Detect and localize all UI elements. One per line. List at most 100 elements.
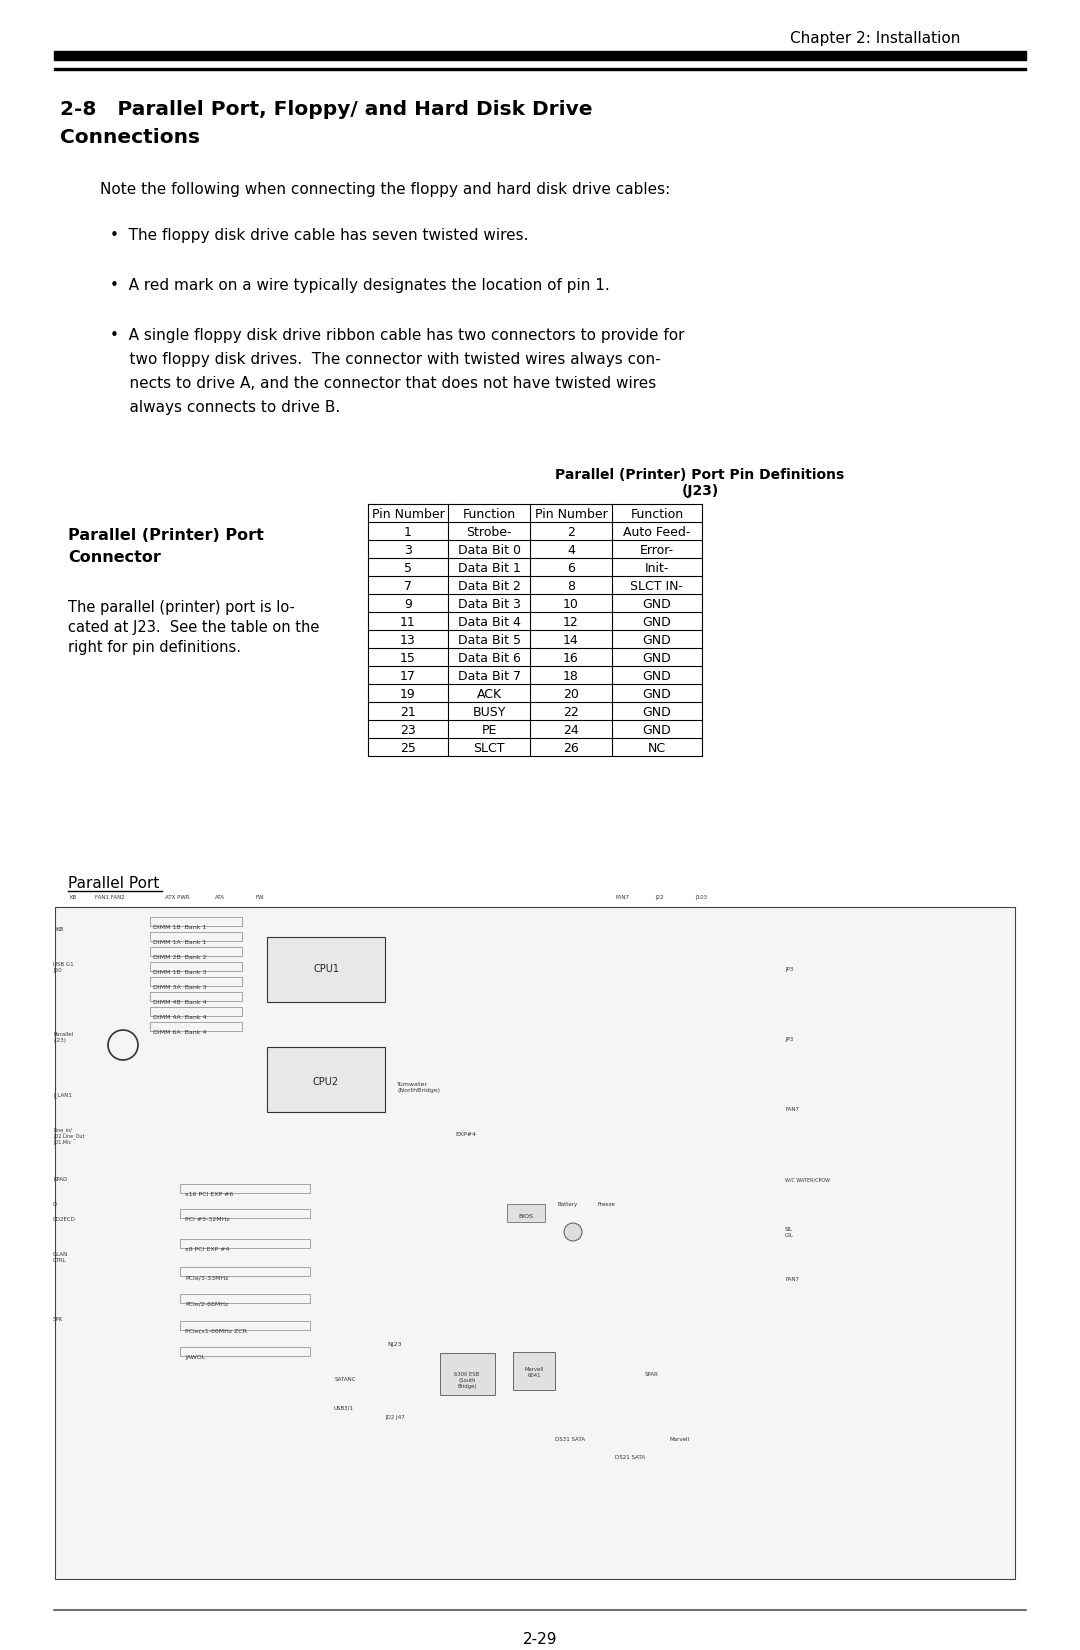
Text: Battery: Battery [557,1201,577,1208]
Text: Parallel
(J23): Parallel (J23) [53,1031,73,1043]
Text: cated at J23.  See the table on the: cated at J23. See the table on the [68,620,320,635]
Bar [180,1239,310,1247]
Text: Parallel (Printer) Port Pin Definitions: Parallel (Printer) Port Pin Definitions [555,469,845,482]
Bar [180,1322,310,1330]
Bar [150,977,242,987]
Text: CD2ECD: CD2ECD [53,1218,76,1223]
Text: CPU2: CPU2 [313,1077,339,1087]
Text: 6: 6 [567,563,575,574]
Text: two floppy disk drives.  The connector with twisted wires always con-: two floppy disk drives. The connector wi… [110,351,661,366]
Text: Init-: Init- [645,563,670,574]
Text: BUSY: BUSY [472,706,505,719]
Text: FAN7: FAN7 [615,894,629,899]
Text: 18: 18 [563,670,579,683]
Text: •  A single floppy disk drive ribbon cable has two connectors to provide for: • A single floppy disk drive ribbon cabl… [110,328,685,343]
Text: Data Bit 6: Data Bit 6 [458,652,521,665]
Bar [180,1346,310,1356]
Text: BIOS: BIOS [518,1214,534,1219]
Text: SLCT IN-: SLCT IN- [631,581,684,592]
Text: PCIe/3-33MHz: PCIe/3-33MHz [185,1275,229,1280]
Bar [150,1006,242,1016]
Text: JAWOL: JAWOL [185,1355,205,1360]
Text: W/C WATER/CPOW: W/C WATER/CPOW [785,1176,831,1181]
Text: GND: GND [643,724,672,738]
Text: Data Bit 5: Data Bit 5 [458,634,521,647]
Text: DIMM 1B  Bank 1: DIMM 1B Bank 1 [153,926,206,931]
Text: FAN7: FAN7 [785,1277,799,1282]
Text: 1: 1 [404,526,411,540]
Text: •  The floppy disk drive cable has seven twisted wires.: • The floppy disk drive cable has seven … [110,228,528,243]
Text: SLCT: SLCT [473,742,504,756]
Text: SPAR: SPAR [645,1373,659,1378]
Text: 19: 19 [400,688,416,701]
Text: 21: 21 [400,706,416,719]
Text: SIL
GIL: SIL GIL [785,1228,794,1238]
Bar [150,917,242,926]
Text: Chapter 2: Installation: Chapter 2: Installation [789,30,960,46]
Text: USB G1
J60: USB G1 J60 [53,962,73,973]
Text: Data Bit 1: Data Bit 1 [458,563,521,574]
Text: Parallel Port: Parallel Port [68,876,160,891]
Text: Line_in/
JD2.Line_Out
JD1.Mic: Line_in/ JD2.Line_Out JD1.Mic [53,1127,84,1145]
Text: DIMM 4B  Bank 4: DIMM 4B Bank 4 [153,1000,206,1005]
Text: 10: 10 [563,597,579,610]
Text: GLAN
CTRL: GLAN CTRL [53,1252,68,1262]
Text: GND: GND [643,597,672,610]
Text: USB3/1: USB3/1 [333,1406,353,1411]
Bar [150,1021,242,1031]
Text: 11: 11 [400,615,416,629]
Text: Note the following when connecting the floppy and hard disk drive cables:: Note the following when connecting the f… [100,182,671,196]
Text: DIMM 1B  Bank 3: DIMM 1B Bank 3 [153,970,206,975]
Bar [440,1353,495,1394]
Text: GND: GND [643,706,672,719]
Circle shape [564,1223,582,1241]
Text: Connector: Connector [68,549,161,564]
Text: FAN1 FAN2: FAN1 FAN2 [95,894,125,899]
Text: 20: 20 [563,688,579,701]
Bar [267,1048,384,1112]
Bar [150,962,242,970]
Bar [180,1267,310,1275]
Text: DIMM 4A  Bank 4: DIMM 4A Bank 4 [153,1015,206,1020]
Text: EXP#4: EXP#4 [455,1132,476,1137]
Text: 6300 ESB
(South
Bridge): 6300 ESB (South Bridge) [455,1373,480,1389]
Text: 5: 5 [404,563,411,574]
Text: Data Bit 0: Data Bit 0 [458,544,521,558]
Text: 3: 3 [404,544,411,558]
Bar [180,1209,310,1218]
Text: 24: 24 [563,724,579,738]
Text: 4: 4 [567,544,575,558]
Text: 23: 23 [400,724,416,738]
Text: FAN7: FAN7 [785,1107,799,1112]
Bar [180,1294,310,1304]
Bar [513,1351,555,1389]
Bar [150,992,242,1002]
Text: KB: KB [55,927,64,932]
Text: PCI #5-32MHz: PCI #5-32MHz [185,1218,230,1223]
Text: Function: Function [631,508,684,521]
Text: JP3: JP3 [785,1036,794,1043]
Bar [54,51,1026,59]
Text: 22: 22 [563,706,579,719]
Text: Function: Function [462,508,515,521]
Text: Data Bit 3: Data Bit 3 [458,597,521,610]
Text: 9: 9 [404,597,411,610]
Bar [54,68,1026,69]
Bar [150,947,242,955]
Text: Pin Number: Pin Number [372,508,444,521]
Text: 13: 13 [400,634,416,647]
Text: Connections: Connections [60,129,200,147]
Text: SATANC: SATANC [335,1378,356,1383]
Text: Marvell
6041: Marvell 6041 [524,1366,543,1378]
Bar [55,908,1015,1579]
Text: 8: 8 [567,581,575,592]
Text: right for pin definitions.: right for pin definitions. [68,640,241,655]
Text: JP3: JP3 [785,967,794,972]
Text: FW: FW [255,894,264,899]
Bar [150,932,242,940]
Text: 7: 7 [404,581,411,592]
Text: Data Bit 7: Data Bit 7 [458,670,521,683]
Text: NC: NC [648,742,666,756]
Text: SPK: SPK [53,1317,64,1322]
Text: Strobe-: Strobe- [467,526,512,540]
